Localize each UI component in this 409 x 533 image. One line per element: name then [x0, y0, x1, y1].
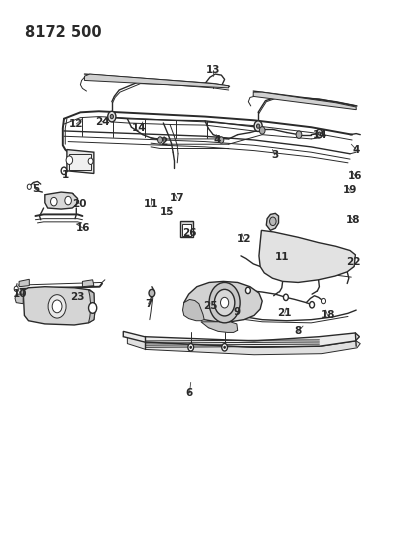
- Text: 12: 12: [236, 234, 250, 244]
- Bar: [182, 224, 191, 236]
- Polygon shape: [127, 337, 360, 355]
- Text: 13: 13: [205, 65, 220, 75]
- Polygon shape: [258, 230, 355, 282]
- Text: 14: 14: [132, 123, 146, 133]
- Text: 25: 25: [202, 301, 217, 311]
- Polygon shape: [19, 279, 29, 287]
- Circle shape: [321, 298, 325, 304]
- Circle shape: [148, 289, 154, 297]
- Text: 19: 19: [342, 185, 356, 196]
- Circle shape: [50, 197, 57, 206]
- Text: 26: 26: [182, 228, 196, 238]
- Circle shape: [220, 297, 228, 308]
- Circle shape: [66, 156, 72, 165]
- Text: 11: 11: [144, 199, 158, 209]
- Circle shape: [317, 132, 320, 135]
- Text: 8172 500: 8172 500: [25, 25, 101, 39]
- Text: 18: 18: [319, 310, 334, 320]
- Circle shape: [269, 217, 275, 225]
- Circle shape: [283, 294, 288, 301]
- Polygon shape: [183, 281, 262, 322]
- Bar: [180, 221, 192, 237]
- Polygon shape: [253, 92, 355, 110]
- Circle shape: [88, 303, 97, 313]
- Polygon shape: [88, 290, 94, 323]
- Text: 2: 2: [160, 136, 166, 147]
- Text: 15: 15: [160, 207, 174, 217]
- Text: 3: 3: [270, 150, 277, 160]
- Text: 6: 6: [185, 388, 193, 398]
- Text: 12: 12: [69, 119, 83, 129]
- Polygon shape: [82, 280, 94, 287]
- Circle shape: [187, 344, 193, 351]
- Circle shape: [61, 167, 67, 174]
- Circle shape: [48, 295, 66, 318]
- Text: 16: 16: [347, 171, 362, 181]
- Text: 17: 17: [169, 193, 184, 204]
- Text: 9: 9: [233, 306, 240, 317]
- Text: 4: 4: [213, 135, 220, 145]
- Circle shape: [245, 287, 250, 294]
- Circle shape: [221, 344, 227, 351]
- Text: 4: 4: [352, 144, 359, 155]
- Text: 18: 18: [345, 215, 359, 225]
- Circle shape: [27, 184, 31, 189]
- Polygon shape: [200, 322, 237, 333]
- Text: 5: 5: [32, 184, 39, 195]
- Text: 7: 7: [144, 298, 152, 309]
- Text: 1: 1: [61, 170, 69, 180]
- Text: 24: 24: [94, 117, 109, 127]
- Circle shape: [88, 158, 93, 165]
- Circle shape: [309, 302, 314, 308]
- Circle shape: [295, 131, 301, 139]
- Circle shape: [315, 130, 322, 138]
- Text: 14: 14: [312, 130, 327, 140]
- Text: 16: 16: [76, 223, 90, 233]
- Circle shape: [108, 111, 116, 122]
- Circle shape: [259, 127, 265, 134]
- Text: 21: 21: [277, 308, 291, 318]
- Text: 20: 20: [72, 199, 86, 209]
- Circle shape: [223, 346, 225, 349]
- Circle shape: [189, 346, 191, 349]
- Bar: [69, 154, 91, 169]
- Circle shape: [218, 137, 223, 143]
- Circle shape: [254, 121, 262, 132]
- Polygon shape: [45, 192, 77, 209]
- Polygon shape: [67, 150, 94, 173]
- Text: 10: 10: [13, 289, 27, 299]
- Polygon shape: [182, 300, 204, 321]
- Circle shape: [214, 289, 234, 316]
- Text: 11: 11: [274, 252, 288, 262]
- Circle shape: [110, 115, 113, 119]
- Polygon shape: [15, 294, 23, 304]
- Circle shape: [157, 137, 162, 143]
- Polygon shape: [23, 287, 94, 325]
- Circle shape: [256, 124, 259, 128]
- Circle shape: [65, 196, 71, 205]
- Polygon shape: [123, 332, 359, 348]
- Text: 23: 23: [70, 292, 85, 302]
- Circle shape: [52, 300, 62, 313]
- Text: 8: 8: [294, 326, 301, 336]
- Polygon shape: [265, 213, 278, 230]
- Polygon shape: [84, 74, 228, 88]
- Text: 22: 22: [345, 257, 359, 267]
- Circle shape: [14, 286, 18, 292]
- Circle shape: [209, 282, 240, 323]
